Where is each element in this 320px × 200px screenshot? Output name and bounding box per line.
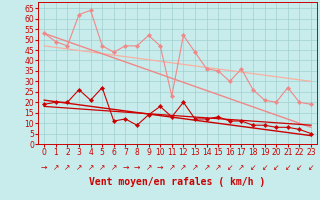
Text: ↗: ↗ <box>64 163 71 172</box>
Text: ↙: ↙ <box>227 163 233 172</box>
Text: ↗: ↗ <box>76 163 82 172</box>
Text: →: → <box>41 163 47 172</box>
Text: ↗: ↗ <box>204 163 210 172</box>
Text: ↗: ↗ <box>192 163 198 172</box>
Text: ↙: ↙ <box>250 163 256 172</box>
Text: ↙: ↙ <box>308 163 314 172</box>
Text: ↗: ↗ <box>238 163 244 172</box>
Text: ↙: ↙ <box>273 163 279 172</box>
Text: →: → <box>122 163 129 172</box>
X-axis label: Vent moyen/en rafales ( km/h ): Vent moyen/en rafales ( km/h ) <box>90 177 266 187</box>
Text: →: → <box>134 163 140 172</box>
Text: ↗: ↗ <box>99 163 105 172</box>
Text: ↗: ↗ <box>111 163 117 172</box>
Text: ↙: ↙ <box>284 163 291 172</box>
Text: ↗: ↗ <box>52 163 59 172</box>
Text: ↗: ↗ <box>87 163 94 172</box>
Text: ↗: ↗ <box>180 163 187 172</box>
Text: ↙: ↙ <box>261 163 268 172</box>
Text: ↗: ↗ <box>145 163 152 172</box>
Text: ↙: ↙ <box>296 163 303 172</box>
Text: →: → <box>157 163 164 172</box>
Text: ↗: ↗ <box>215 163 221 172</box>
Text: ↗: ↗ <box>169 163 175 172</box>
